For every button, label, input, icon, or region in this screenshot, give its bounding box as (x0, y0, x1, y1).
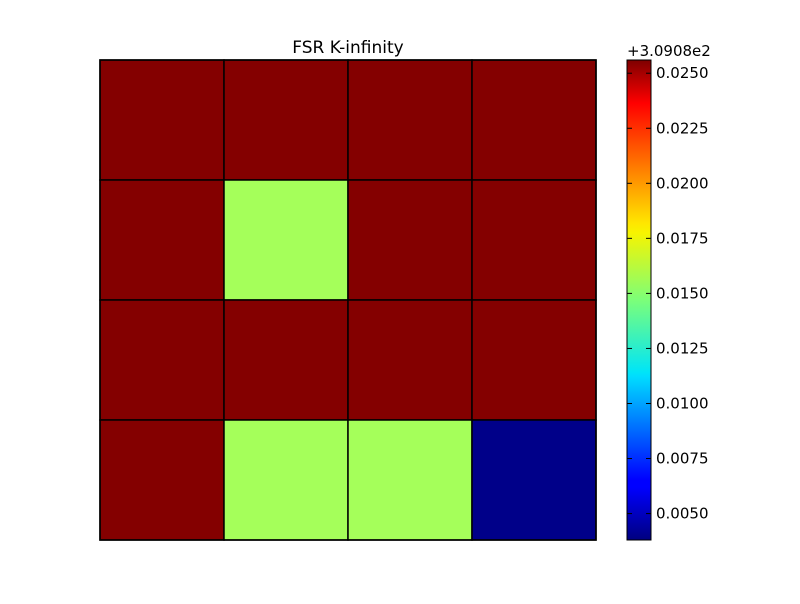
heatmap-cell-r0-c3 (471, 59, 597, 181)
heatmap-cell-r1-c2 (347, 179, 473, 301)
heatmap-cell-r0-c0 (99, 59, 225, 181)
colorbar-tick-label: 0.0075 (656, 450, 709, 468)
heatmap-cell-r3-c2 (347, 419, 473, 541)
heatmap-cell-r0-c1 (223, 59, 349, 181)
colorbar-tick-label: 0.0050 (656, 505, 709, 523)
heatmap-cell-r2-c0 (99, 299, 225, 421)
heatmap-cell-r2-c1 (223, 299, 349, 421)
heatmap-cell-r1-c0 (99, 179, 225, 301)
colorbar-tick-label: 0.0125 (656, 339, 709, 357)
colorbar-tick-label: 0.0100 (656, 394, 709, 412)
heatmap-cell-r2-c3 (471, 299, 597, 421)
colorbar-ticks: 0.0050 0.0075 0.0100 0.0125 0.0150 0.0175 0.02… (627, 64, 709, 523)
colorbar-tick-label: 0.0150 (656, 284, 709, 302)
heatmap-cell-r2-c2 (347, 299, 473, 421)
colorbar-tick-label: 0.0225 (656, 119, 709, 137)
colorbar-tick-label: 0.0250 (656, 64, 709, 82)
heatmap-cell-r1-c3 (471, 179, 597, 301)
colorbar-tick-label: 0.0200 (656, 174, 709, 192)
heatmap-cell-r0-c2 (347, 59, 473, 181)
colorbar-tick-label: 0.0175 (656, 229, 709, 247)
colorbar-offset-label: +3.0908e2 (627, 42, 711, 60)
chart-title: FSR K-infinity (292, 38, 403, 58)
plot-frame (99, 59, 597, 541)
heatmap-cell-r1-c1 (223, 179, 349, 301)
heatmap-cell-r3-c1 (223, 419, 349, 541)
colorbar (626, 59, 652, 541)
heatmap-cell-r3-c3 (471, 419, 597, 541)
heatmap-cell-r3-c0 (99, 419, 225, 541)
heatmap-grid (99, 59, 597, 541)
